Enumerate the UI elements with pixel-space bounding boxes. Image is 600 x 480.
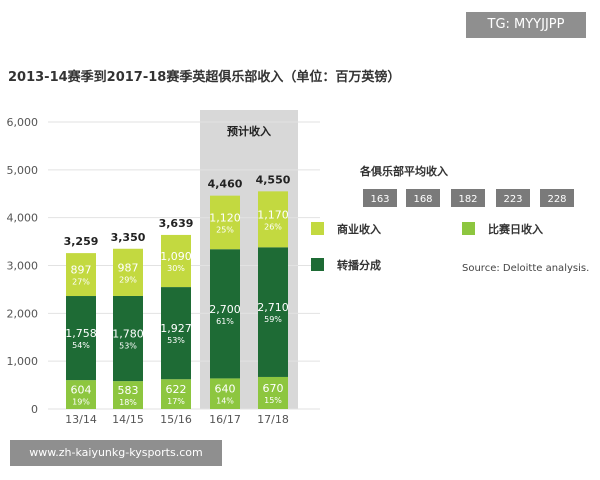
x-tick-label: 13/14 (65, 413, 97, 426)
bar-segment (258, 247, 288, 377)
footer-url: www.zh-kaiyunkg-kysports.com (10, 440, 222, 466)
bar-segment (210, 195, 240, 250)
bar-segment (258, 376, 288, 409)
x-tick-label: 16/17 (209, 413, 241, 426)
bar-segment (161, 287, 191, 380)
bar-percent-label: 19% (72, 398, 90, 407)
bar-percent-label: 54% (72, 341, 90, 350)
y-tick-label: 4,000 (7, 212, 39, 225)
average-value: 163 (370, 194, 389, 205)
y-tick-label: 1,000 (7, 355, 39, 368)
average-box (496, 189, 530, 207)
bar-total-label: 4,460 (208, 178, 243, 191)
bar-percent-label: 61% (216, 317, 234, 326)
bar-value-label: 640 (215, 383, 236, 396)
bar-segment (113, 381, 143, 409)
bar-segment (210, 249, 240, 379)
y-tick-label: 5,000 (7, 164, 39, 177)
bar-value-label: 1,170 (257, 208, 289, 221)
legend-swatch (311, 222, 324, 235)
bar-segment (66, 296, 96, 381)
bar-percent-label: 59% (264, 315, 282, 324)
source-note: Source: Deloitte analysis. (462, 263, 589, 274)
forecast-label: 预计收入 (227, 124, 271, 138)
bar-value-label: 622 (166, 383, 187, 396)
average-box (406, 189, 440, 207)
bar-value-label: 670 (263, 382, 284, 395)
bar-percent-label: 30% (167, 264, 185, 273)
bar-value-label: 987 (118, 261, 139, 274)
average-box (451, 189, 485, 207)
bar-total-label: 3,350 (111, 231, 146, 244)
bar-value-label: 583 (118, 384, 139, 397)
bar-percent-label: 15% (264, 396, 282, 405)
bar-value-label: 1,927 (160, 322, 192, 335)
bar-percent-label: 18% (119, 398, 137, 407)
chart-title: 2013-14赛季到2017-18赛季英超俱乐部收入（单位：百万英镑） (8, 70, 401, 85)
watermark-badge: TG: MYYJJPP (466, 12, 586, 38)
bar-segment (113, 248, 143, 296)
bar-total-label: 3,259 (64, 235, 99, 248)
bar-value-label: 897 (71, 264, 92, 277)
legend-label: 转播分成 (337, 258, 381, 272)
bar-value-label: 2,700 (209, 303, 241, 316)
bar-percent-label: 25% (216, 225, 234, 234)
bar-segment (161, 234, 191, 288)
average-title: 各俱乐部平均收入 (359, 164, 448, 178)
y-tick-label: 0 (31, 403, 38, 416)
average-value: 228 (547, 194, 566, 205)
legend-swatch (462, 222, 475, 235)
average-value: 182 (458, 194, 477, 205)
average-value: 223 (503, 194, 522, 205)
bar-value-label: 1,120 (209, 211, 241, 224)
bar-percent-label: 29% (119, 275, 137, 284)
bar-percent-label: 27% (72, 278, 90, 287)
bar-segment (66, 380, 96, 409)
bar-segment (113, 295, 143, 382)
y-tick-label: 2,000 (7, 307, 39, 320)
legend-swatch (311, 258, 324, 271)
bar-value-label: 1,090 (160, 250, 192, 263)
x-tick-label: 14/15 (112, 413, 144, 426)
bar-value-label: 1,758 (65, 327, 97, 340)
bar-value-label: 2,710 (257, 301, 289, 314)
bar-percent-label: 53% (119, 342, 137, 351)
legend-label: 商业收入 (337, 222, 381, 236)
bar-total-label: 4,550 (256, 173, 291, 186)
bar-percent-label: 53% (167, 336, 185, 345)
y-tick-label: 3,000 (7, 260, 39, 273)
bar-percent-label: 26% (264, 222, 282, 231)
average-box (363, 189, 397, 207)
bar-segment (161, 379, 191, 409)
bar-segment (258, 191, 288, 248)
legend-label: 比赛日收入 (488, 222, 543, 236)
y-tick-label: 6,000 (7, 116, 39, 129)
x-tick-label: 17/18 (257, 413, 289, 426)
x-tick-label: 15/16 (160, 413, 192, 426)
bar-segment (66, 253, 96, 297)
bar-total-label: 3,639 (159, 217, 194, 230)
bar-segment (210, 378, 240, 409)
bar-percent-label: 14% (216, 397, 234, 406)
bar-percent-label: 17% (167, 397, 185, 406)
bar-value-label: 604 (71, 384, 92, 397)
bar-value-label: 1,780 (112, 328, 144, 341)
average-box (540, 189, 574, 207)
average-value: 168 (413, 194, 432, 205)
